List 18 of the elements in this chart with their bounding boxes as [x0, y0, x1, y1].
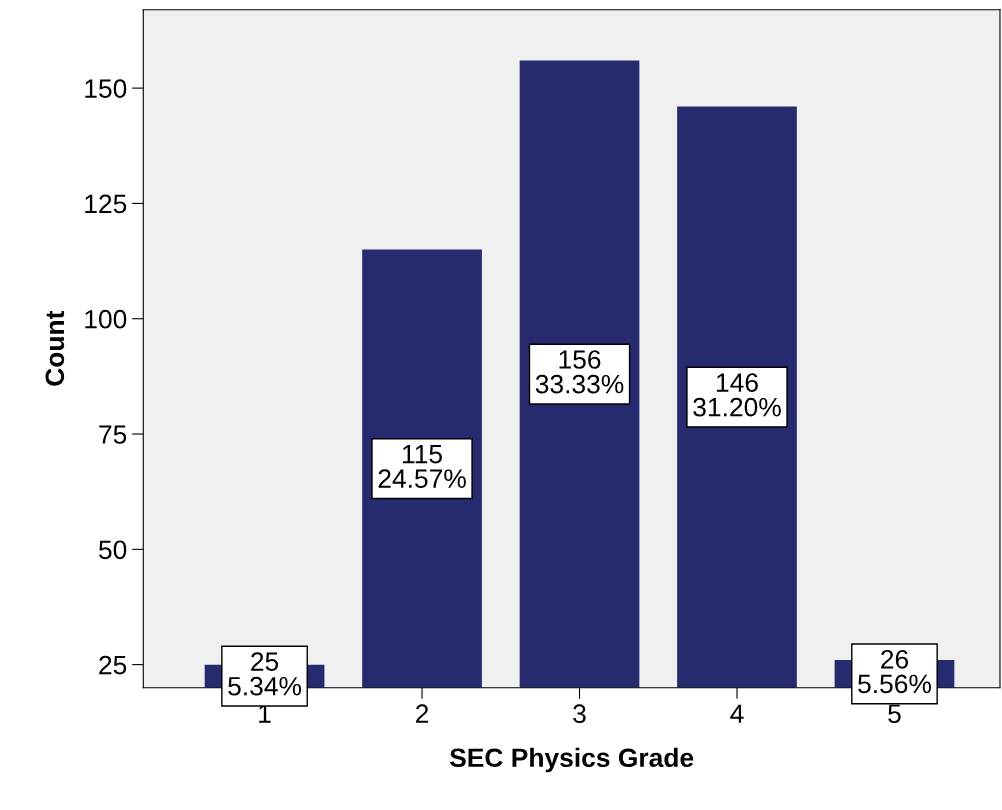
y-tick-label: 75 — [99, 425, 127, 444]
y-tick-label: 125 — [85, 194, 127, 214]
y-tick-label: 150 — [85, 79, 127, 98]
data-label: 25 5.34% — [228, 652, 302, 696]
data-label: 115 24.57% — [378, 444, 466, 488]
y-tick-label: 25 — [99, 655, 127, 675]
data-label: 146 31.20% — [693, 373, 781, 417]
x-tick-label: 5 — [888, 704, 901, 724]
x-tick-label: 4 — [730, 704, 744, 723]
y-axis-title: Count — [45, 310, 65, 386]
data-label: 156 33.33% — [535, 350, 624, 394]
data-label: 26 5.56% — [858, 649, 931, 694]
x-tick-label: 3 — [573, 704, 586, 724]
y-tick-label: 100 — [85, 309, 127, 329]
x-axis-title: SEC Physics Grade — [449, 747, 694, 773]
y-tick-label: 50 — [99, 540, 127, 560]
x-tick-label: 1 — [259, 704, 271, 723]
x-tick-label: 2 — [416, 704, 429, 723]
